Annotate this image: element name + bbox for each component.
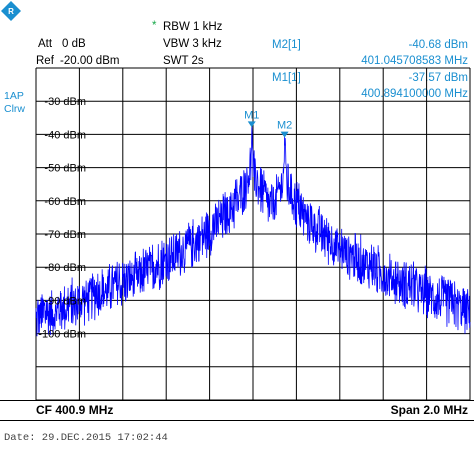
plot-bottom-border: [0, 400, 474, 401]
y-tick-label: -70 dBm: [44, 229, 86, 241]
y-tick-label: -40 dBm: [44, 129, 86, 141]
rs-logo-icon: R: [1, 1, 21, 21]
att-label: Att: [38, 38, 53, 50]
spectrum-trace: [35, 126, 471, 337]
marker-2-frequency: 401.045708583 MHz: [361, 55, 468, 67]
svg-text:R: R: [8, 7, 14, 16]
footer-border: [0, 420, 474, 421]
rbw-star-icon: *: [152, 20, 157, 32]
marker-1-level: -37.57 dBm: [408, 72, 468, 84]
ref-label: Ref: [36, 55, 54, 67]
marker-1-frequency: 400.894100000 MHz: [361, 88, 468, 100]
swt-setting: SWT 2s: [163, 55, 204, 67]
span-width: Span 2.0 MHz: [390, 403, 468, 417]
rbw-setting: RBW 1 kHz: [163, 21, 223, 33]
marker-2-name: M2[1]: [272, 39, 301, 51]
marker-symbols: M1 M2: [244, 109, 292, 138]
vbw-setting: VBW 3 kHz: [163, 38, 222, 50]
y-tick-label: -60 dBm: [44, 196, 86, 208]
marker-triangle-icon: [247, 121, 256, 128]
trace-mode-label: Clrw: [4, 103, 25, 115]
y-tick-label: -50 dBm: [44, 163, 86, 175]
marker-triangle-icon: [280, 131, 289, 138]
y-tick-labels: -30 dBm -40 dBm -50 dBm -60 dBm -70 dBm -80 d…: [38, 96, 86, 340]
marker-2-level: -40.68 dBm: [408, 39, 468, 51]
y-tick-label: -100 dBm: [38, 329, 86, 341]
y-tick-label: -30 dBm: [44, 96, 86, 108]
y-tick-label: -80 dBm: [44, 262, 86, 274]
trace-detector-label: 1AP: [4, 90, 24, 102]
ref-value: -20.00 dBm: [60, 55, 120, 67]
center-frequency: CF 400.9 MHz: [36, 403, 114, 417]
trace-line: [35, 126, 471, 337]
att-value: 0 dB: [62, 38, 86, 50]
marker-1-name: M1[1]: [272, 72, 301, 84]
y-tick-label: -90 dBm: [44, 295, 86, 307]
marker-label: M1: [244, 109, 259, 121]
date-time: Date: 29.DEC.2015 17:02:44: [4, 432, 168, 444]
marker-label: M2: [277, 120, 292, 132]
